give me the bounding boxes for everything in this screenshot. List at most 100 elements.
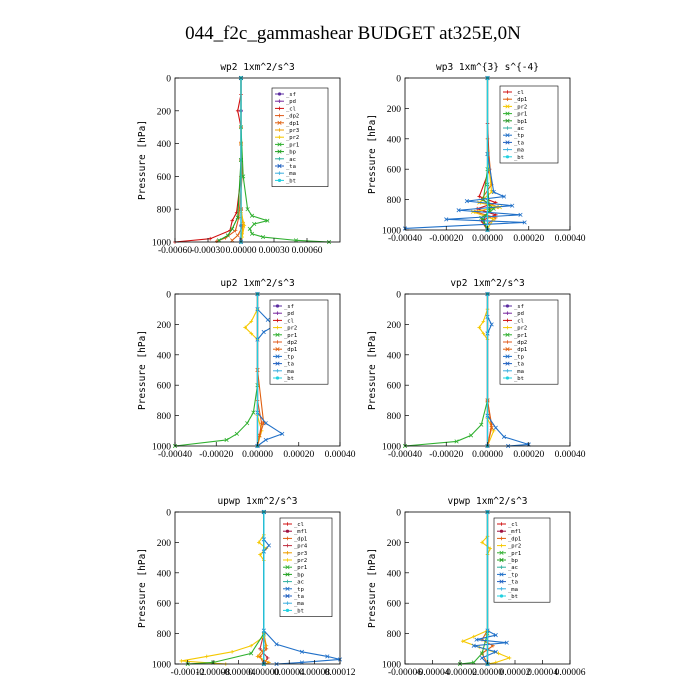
data-point <box>257 433 262 438</box>
y-tick-label: 600 <box>157 382 172 392</box>
series-line <box>181 512 268 665</box>
legend-label: _pr3 <box>286 128 299 134</box>
legend-label: _bp <box>508 558 518 564</box>
legend-label: _bt <box>294 608 304 614</box>
legend-label: _dp1 <box>514 97 527 103</box>
panel-title: wp3 1xm^{3} s^{-4} <box>436 62 539 73</box>
y-axis-label: Pressure [hPa] <box>137 548 148 628</box>
data-point <box>510 203 515 208</box>
chart-panels: wp2 1xm^2/s^3 Pressure [hPa] 0 200 400 600 800… <box>137 62 586 678</box>
legend-label: _pr2 <box>284 326 297 332</box>
legend-label: _bt <box>514 376 524 382</box>
x-tick-label: 0.00020 <box>513 234 544 244</box>
data-point <box>264 647 269 651</box>
legend-marker <box>285 572 290 577</box>
legend-box <box>499 85 559 164</box>
y-tick-label: 400 <box>387 135 402 145</box>
legend-marker <box>499 543 504 548</box>
y-tick-label: 800 <box>387 630 402 640</box>
data-point <box>325 654 330 659</box>
legend-marker <box>277 171 282 175</box>
legend-label: _sf <box>284 304 294 310</box>
legend-label: _bt <box>508 594 518 600</box>
legend-label: _pr1 <box>294 565 307 571</box>
data-point <box>479 655 485 661</box>
data-point <box>266 543 272 548</box>
legend-marker <box>277 113 282 118</box>
data-point <box>456 208 461 213</box>
legend-marker <box>285 529 290 533</box>
legend-marker <box>275 347 280 352</box>
legend-label: _tp <box>284 354 294 360</box>
legend-label: _pd <box>286 99 296 105</box>
data-point <box>444 217 449 222</box>
legend-label: _pr4 <box>294 544 308 550</box>
data-point <box>493 649 498 654</box>
legend-label: _bt <box>284 376 294 382</box>
data-point <box>479 422 484 427</box>
data-point <box>265 656 270 660</box>
x-tick-label: 0.00020 <box>283 450 314 460</box>
legend-label: _ta <box>284 362 294 368</box>
y-tick-label: 400 <box>157 351 172 361</box>
legend-label: _ma <box>514 148 524 154</box>
data-point <box>293 238 299 243</box>
legend: _cl_dp1_pr2 _pr1_bp1_ac_tp_ta _ma_bt <box>499 85 559 164</box>
data-point <box>501 434 507 439</box>
data-point <box>507 656 512 660</box>
data-point <box>241 174 246 179</box>
legend-label: _pr2 <box>508 544 521 550</box>
data-point <box>245 421 250 426</box>
legend-label: _pr2 <box>286 135 299 141</box>
series-bt <box>255 292 260 448</box>
data-point <box>259 421 264 425</box>
legend-marker <box>505 126 510 130</box>
data-point <box>258 552 262 557</box>
data-point <box>204 654 209 659</box>
panel-title: vpwp 1xm^2/s^3 <box>447 496 527 507</box>
y-tick-label: 200 <box>387 539 402 549</box>
legend-marker <box>505 97 510 101</box>
series-line <box>218 78 242 241</box>
legend-marker <box>499 550 504 555</box>
data-point <box>471 643 476 648</box>
data-point <box>299 649 305 654</box>
legend-marker <box>499 587 504 591</box>
legend-marker <box>505 304 510 308</box>
y-tick-label: 600 <box>387 166 402 176</box>
legend-marker <box>505 369 510 373</box>
x-tick-label: 0.00040 <box>555 450 586 460</box>
x-tick-label: 0.00002 <box>500 668 531 678</box>
legend-marker <box>277 99 282 103</box>
data-point <box>251 410 256 415</box>
data-point <box>265 218 270 223</box>
x-tick-label: -0.00012 <box>171 668 205 678</box>
legend-marker <box>277 149 282 154</box>
data-point <box>260 234 266 240</box>
y-tick-label: 1000 <box>152 661 171 671</box>
legend-label: _dp2 <box>284 340 297 346</box>
x-tick-label: 0.00000 <box>472 668 503 678</box>
data-point <box>468 433 474 438</box>
y-tick-label: 400 <box>157 140 172 150</box>
x-tick-label: 0.00012 <box>325 668 356 678</box>
y-tick-label: 200 <box>387 321 402 331</box>
legend-marker <box>505 140 510 145</box>
data-point <box>274 642 279 647</box>
series-cl <box>173 76 243 244</box>
data-point <box>249 231 255 236</box>
legend-label: _ma <box>286 171 296 177</box>
y-tick-label: 600 <box>157 600 172 610</box>
x-tick-label: -0.00040 <box>388 234 422 244</box>
data-point <box>245 207 250 212</box>
legend-label: _ta <box>508 580 518 586</box>
data-point <box>487 208 492 213</box>
data-point <box>491 189 496 195</box>
y-tick-label: 200 <box>157 321 172 331</box>
legend-label: _bt <box>514 155 524 161</box>
legend-marker <box>277 163 282 169</box>
legend-marker <box>499 594 504 598</box>
data-point <box>522 220 527 225</box>
legend-label: _ta <box>286 164 296 170</box>
legend-marker <box>505 354 510 359</box>
